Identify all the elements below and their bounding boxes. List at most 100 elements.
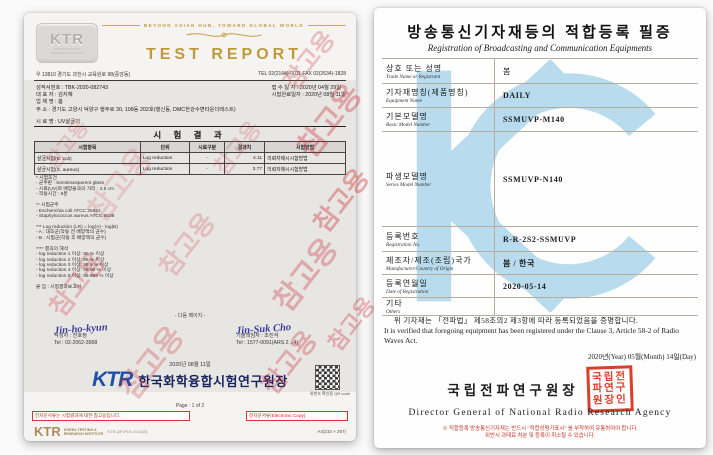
row-value <box>495 298 698 315</box>
page-indicator: Page : 1 of 2 <box>175 403 205 409</box>
author-signature: Jin-ho-kyun <box>53 322 109 337</box>
red-footnote: ※ 적합등록 방송통신기자재는 반드시 "적합성평가표시" 를 부착하여 유통하… <box>374 426 706 440</box>
registration-table: 상호 또는 성명 Trade Name or Registrant 봄 기자재명칭… <box>382 58 698 316</box>
company-name: 업 체 명 : 봄 <box>36 99 63 106</box>
table-row: 파생모델명 Series Model Number SSMUVP-N140 <box>382 132 698 227</box>
lab-address: 우 13810 경기도 과천시 교육원로 98(중앙동) <box>36 72 131 78</box>
row-label-en: Basic Model Number <box>386 122 431 128</box>
reviewer-name: 기술책임자 : 조진석 <box>236 333 279 339</box>
qr-code <box>315 365 340 390</box>
row-value: 2020-05-14 <box>503 281 547 291</box>
row-label-ko: 기자재명칭(제품명칭) <box>386 88 469 97</box>
row-value: SSMUVP-N140 <box>503 174 563 184</box>
cell-result: 3.77 <box>223 163 266 175</box>
cell-test-item: 살균시험(S. aureus) <box>34 163 141 175</box>
table-row: 등록연월일 Date of Registration 2020-05-14 <box>382 275 698 298</box>
flourish-ornament <box>186 32 262 38</box>
statement-korean: 위 기자재는 「전파법」 제58조의2 제3항에 따라 등록되었음을 증명합니다… <box>394 316 639 325</box>
results-title: 시 험 결 과 <box>153 130 227 140</box>
row-label-ko: 등록번호 <box>386 231 420 241</box>
footer-paper-size: A4(210 × 297) <box>317 429 346 434</box>
table-row: 상호 또는 성명 Trade Name or Registrant 봄 <box>382 59 698 84</box>
row-label-en: Others <box>386 309 401 315</box>
header-divider <box>34 80 346 81</box>
ktr-logo-text: KTR <box>50 31 84 48</box>
row-label-ko: 상호 또는 성명 <box>386 63 443 73</box>
author-signature-block: Jin-ho-kyun 작성자 : 진호정 Tel : 02-2062-3968 <box>53 322 109 347</box>
col-unit: 단위 <box>139 141 191 153</box>
table-row: 기본모델명 Basic Model Number SSMUVP-M140 <box>382 108 698 132</box>
results-divider <box>34 126 346 127</box>
gray-body-band <box>24 80 356 392</box>
cell-method: 의뢰자제시시험방법 <box>264 152 346 164</box>
row-label-en: Date of Registration <box>386 288 429 295</box>
header-tagline: BEYOND ASIAN HUB, TOWARD GLOBAL WORLD <box>102 23 346 28</box>
table-row: 기타 Others <box>382 298 698 315</box>
next-page-marker: - 다음 페이지 - <box>174 313 206 319</box>
cell-unit: Log reduction <box>139 163 191 175</box>
row-label-ko: 등록연월일 <box>386 278 428 288</box>
kc-mark-watermark <box>416 60 656 312</box>
electronic-copy-notice-left: 전자문서류는 시험결과에 대한 참고용입니다. <box>32 411 190 421</box>
reviewer-signature-block: Jin-Suk Cho 기술책임자 : 조진석 Tel : 1577-0091(… <box>235 322 299 347</box>
row-label-en: Registration No. <box>386 241 421 248</box>
row-label-ko: 제조자/제조(조립)국가 <box>386 255 472 265</box>
certification-statement: 위 기자재는 「전파법」 제58조의2 제3항에 따라 등록되었음을 증명합니다… <box>384 316 696 346</box>
qr-caption: 위변조 확인용 QR code <box>309 391 350 396</box>
lab-tel-fax: TEL 02(2164)-0011 FAX 02(2634)-1828 <box>258 71 346 77</box>
issuing-org-name: 한국화학융합시험연구원장 <box>138 373 288 389</box>
report-number: 성적서번호 : TBK-2020-082743 <box>36 85 109 91</box>
certificate-subtitle: Registration of Broadcasting and Communi… <box>427 43 653 53</box>
ktr-logo-subtext2: RESEARCH INSTITUTE <box>50 50 84 55</box>
row-label-ko: 기본모델명 <box>386 112 428 121</box>
cell-test-item: 살균시험(E. coli) <box>34 152 141 164</box>
row-value: 봄 <box>503 66 511 76</box>
footer-doc-code: KTR-QP-P19-19-02(3) <box>107 429 148 434</box>
document-footer: KTR KOREA TESTING & RESEARCH INSTITUTE K… <box>34 424 346 439</box>
footnote-line1: ※ 적합등록 방송통신기자재는 반드시 "적합성평가표시" 를 부착하여 유통하… <box>442 426 638 432</box>
electronic-copy-notice-right: 전자문서류(Electronic Copy) <box>246 411 348 421</box>
row-value: R-R-2S2-SSMUVP <box>503 234 577 244</box>
row-label-ko: 기타 <box>386 299 403 308</box>
test-results-table: 시험항목 단위 시료구분 결과치 시험방법 살균시험(E. coli) Log … <box>34 141 346 175</box>
ktr-test-report-document: KTR KOREA TESTING & RESEARCH INSTITUTE B… <box>24 13 380 441</box>
kc-registration-certificate: 방송통신기자재등의 적합등록 필증 Registration of Broadc… <box>374 8 706 448</box>
reviewer-signature: Jin-Suk Cho <box>235 322 292 337</box>
table-header-row: 시험항목 단위 시료구분 결과치 시험방법 <box>34 141 346 153</box>
row-label-en: Series Model Number <box>386 181 432 188</box>
receipt-date: 접 수 일 자 : 2020년 04월 29일 <box>271 85 342 91</box>
table-row: 살균시험(S. aureus) Log reduction - 3.77 의뢰자… <box>34 163 346 175</box>
footnote-line2: 위반시 과태료 처분 및 등록이 취소될 수 있습니다. <box>485 433 595 439</box>
cell-sample-class: - <box>189 163 225 175</box>
test-notes: * 시험조건 - 균주판 : Semitransparent glass - 시… <box>36 176 118 290</box>
row-value: DAILY <box>503 91 532 100</box>
row-label-en: Equipment Name <box>386 98 422 104</box>
table-row: 기자재명칭(제품명칭) Equipment Name DAILY <box>382 84 698 108</box>
issuing-org-row: KTR 한국화학융합시험연구원장 <box>24 368 356 392</box>
issuer-row: 국립전파연구원장 국립전 파연구 원장인 <box>374 365 706 413</box>
statement-english: It is verified that foregoing equipment … <box>384 326 679 345</box>
row-label-ko: 파생모델명 <box>386 171 428 181</box>
registration-issue-date: 2020년(Year) 05월(Month) 14일(Day) <box>587 353 696 361</box>
ktr-footer-logo: KTR <box>34 424 61 439</box>
issue-date: 2020년 08월 11일 <box>169 362 211 368</box>
issuer-name-korean: 국립전파연구원장 <box>447 383 579 398</box>
table-row: 등록번호 Registration No. R-R-2S2-SSMUVP <box>382 227 698 252</box>
row-label-en: Trade Name or Registrant <box>386 73 441 80</box>
cell-method: 의뢰자제시시험방법 <box>264 163 346 175</box>
footer-org-name: KOREA TESTING & RESEARCH INSTITUTE <box>63 427 104 436</box>
seal-line: 원장인 <box>592 394 628 407</box>
table-row: 제조자/제조(조립)국가 Manufacturer/Country of Orig… <box>382 252 698 275</box>
cell-unit: Log reduction <box>139 152 191 164</box>
reviewer-tel: Tel : 1577-0091(ARS 2→4) <box>236 340 299 346</box>
table-row: 살균시험(E. coli) Log reduction - 4.11 의뢰자제시… <box>34 152 346 164</box>
row-value: SSMUVP-M140 <box>503 115 565 124</box>
col-sample-class: 시료구분 <box>189 141 225 153</box>
cell-sample-class: - <box>189 152 225 164</box>
certificate-title: 방송통신기자재등의 적합등록 필증 <box>407 25 673 41</box>
row-label-en: Manufacturer/Country of Origin <box>386 265 454 272</box>
author-tel: Tel : 02-2062-3968 <box>54 340 98 346</box>
issuer-name-english: Director General of National Radio Resea… <box>408 408 672 418</box>
col-result: 결과치 <box>223 141 266 153</box>
cell-result: 4.11 <box>223 152 266 164</box>
